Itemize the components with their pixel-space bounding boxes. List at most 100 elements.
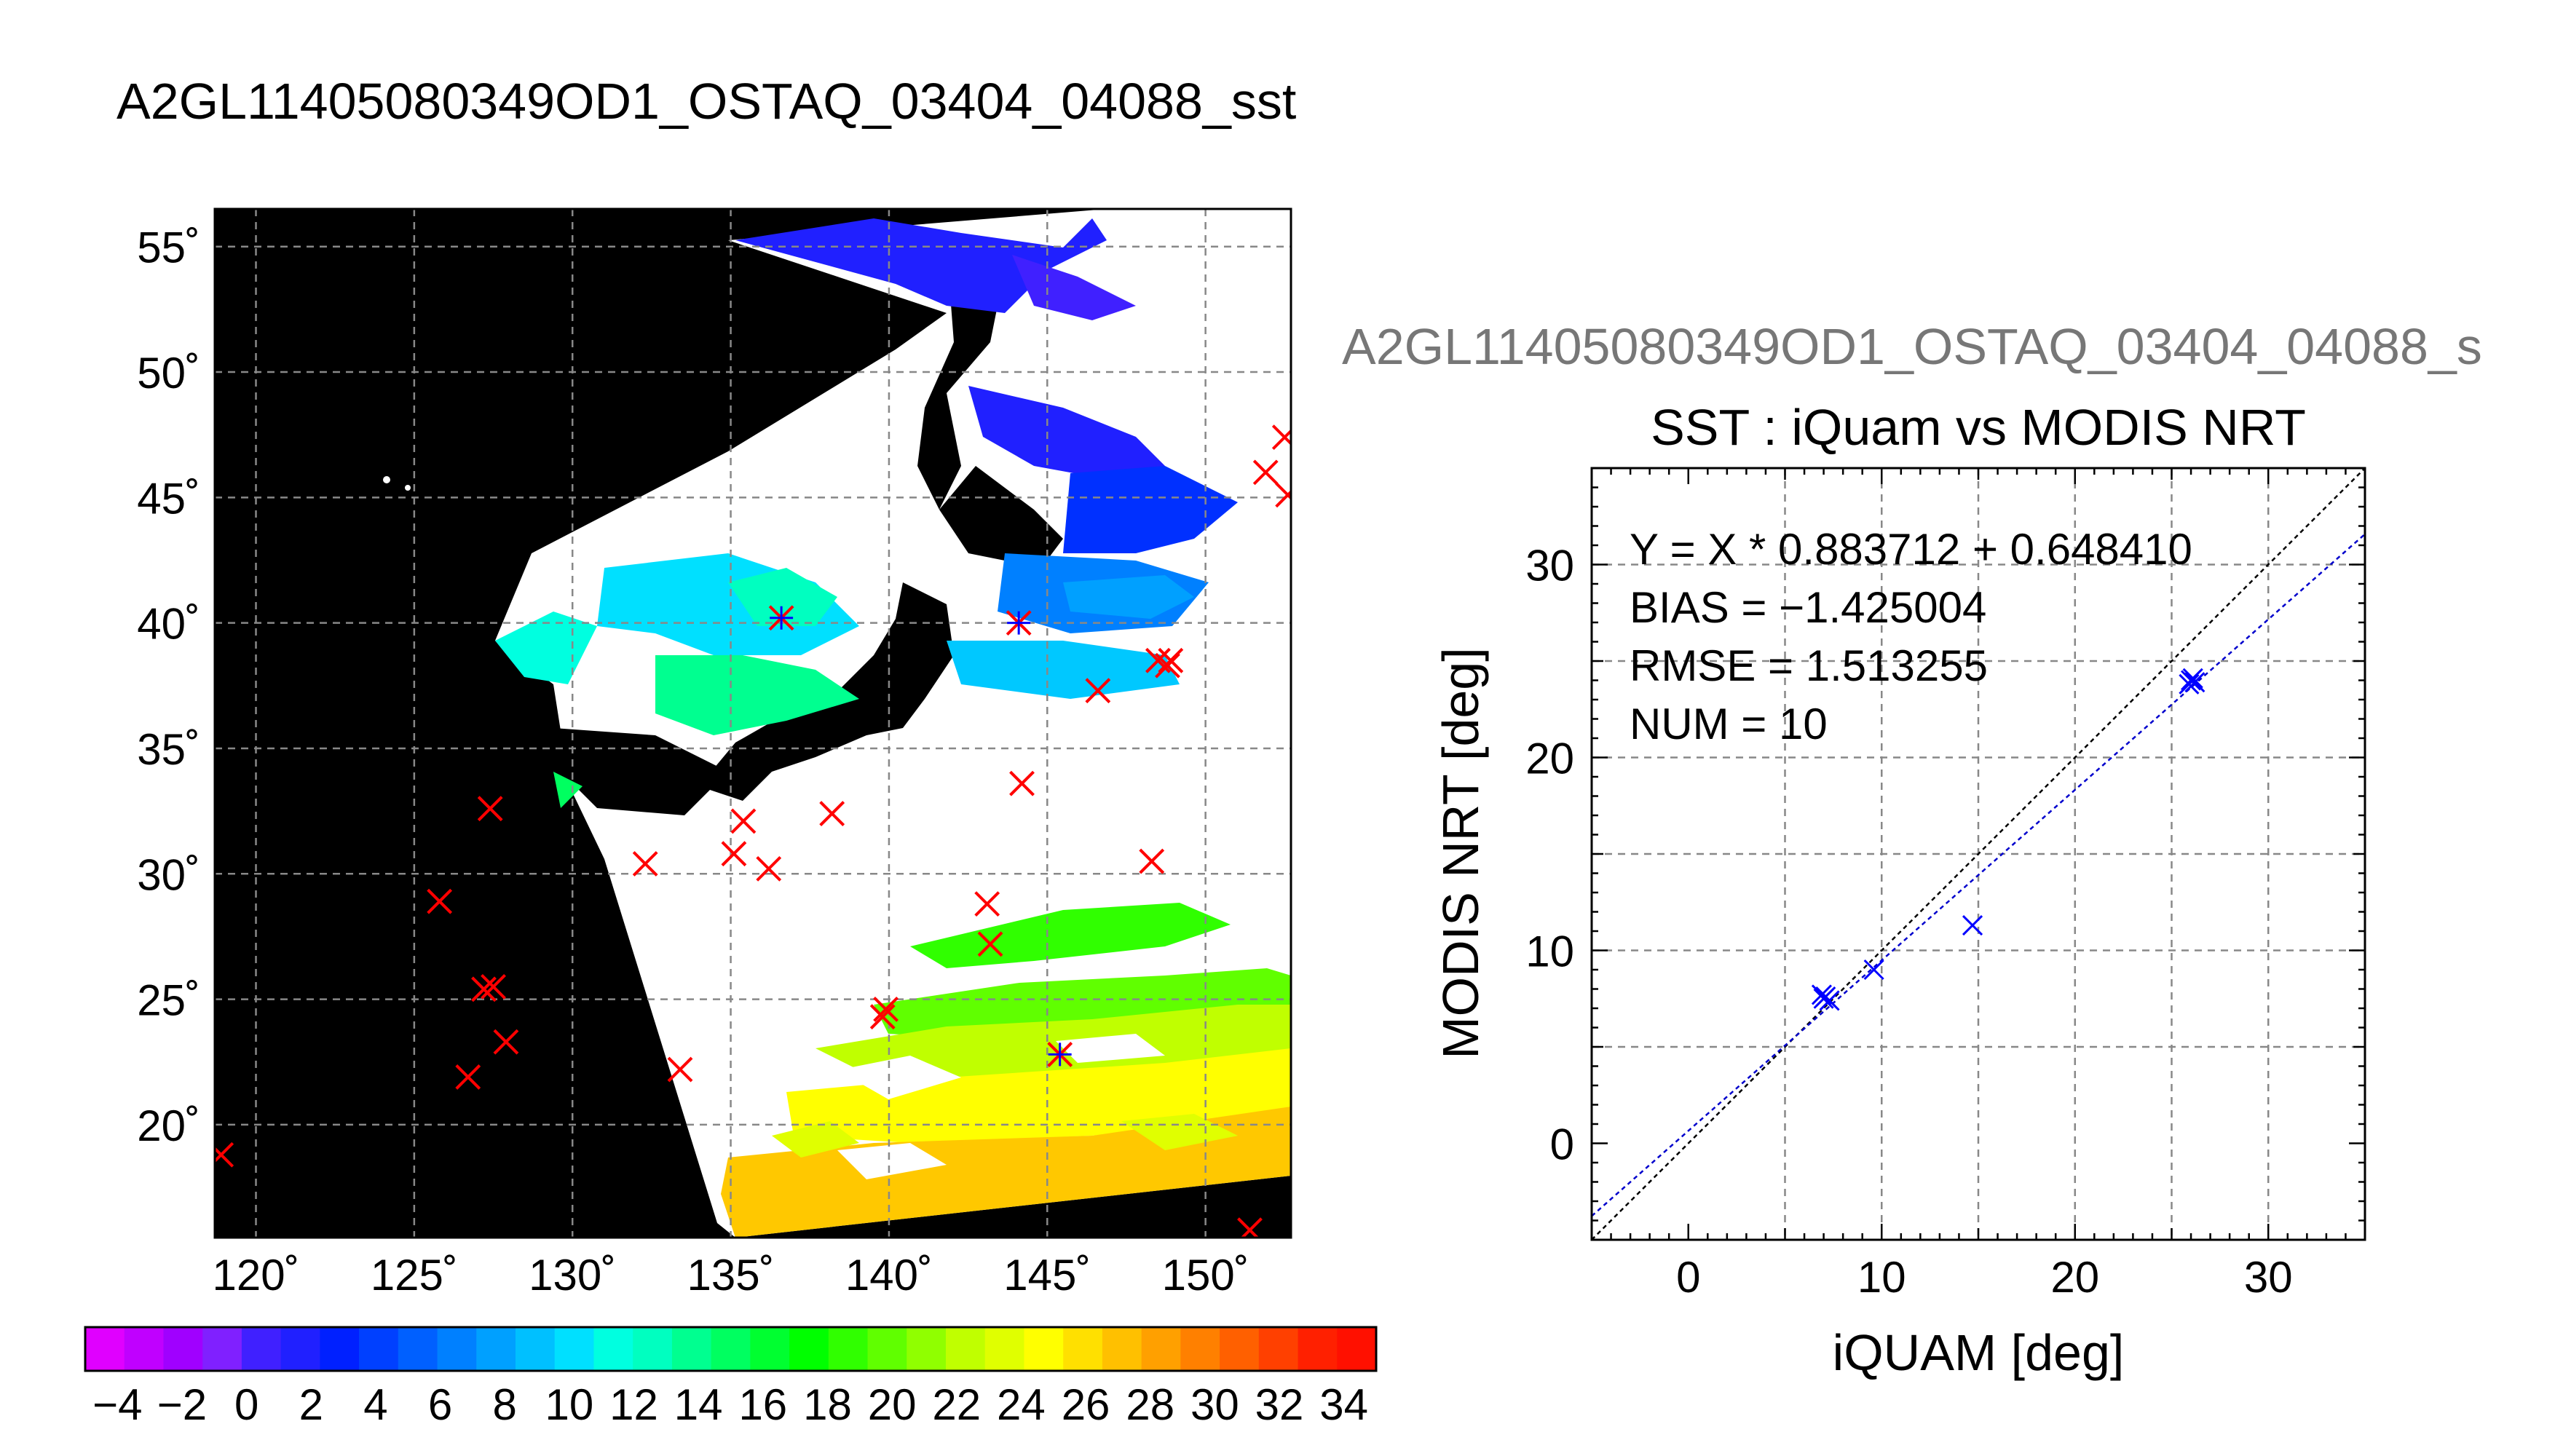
colorbar-label: 16 <box>738 1380 787 1429</box>
colorbar-swatch <box>1024 1327 1064 1371</box>
latitude-label: 20˚ <box>137 1101 200 1150</box>
buoy-marker <box>756 855 782 882</box>
sst-map: 55˚ 50˚ 45˚ 40˚ 35˚ 30˚ 25˚ 20˚ 120˚ 125˚ 130˚ 135… <box>137 207 1292 1299</box>
colorbar-swatch <box>984 1327 1025 1371</box>
buoy-marker <box>1271 424 1291 451</box>
x-axis-label: iQUAM [deg] <box>1833 1324 2125 1381</box>
chart-title: SST : iQuam vs MODIS NRT <box>1651 399 2306 456</box>
longitude-label: 130˚ <box>529 1251 616 1299</box>
colorbar-swatch <box>1102 1327 1142 1371</box>
buoy-marker <box>1252 459 1279 486</box>
buoy-marker <box>974 891 1000 917</box>
matched-buoy-marker <box>770 606 794 630</box>
colorbar-swatch <box>828 1327 869 1371</box>
colorbar-swatch <box>85 1327 125 1371</box>
colorbar-label: 18 <box>803 1380 852 1429</box>
buoy-marker <box>1158 647 1184 673</box>
colorbar-label: 2 <box>299 1380 323 1429</box>
colorbar-label: −4 <box>92 1380 142 1429</box>
colorbar-swatch <box>1220 1327 1260 1371</box>
colorbar-label: 12 <box>609 1380 658 1429</box>
buoy-marker <box>215 1142 234 1168</box>
y-tick-label: 0 <box>1550 1120 1574 1169</box>
buoy-marker <box>471 976 497 1002</box>
map-grid <box>215 209 1291 1238</box>
colorbar-label: 10 <box>545 1380 594 1429</box>
scatter-point <box>2184 672 2205 693</box>
buoy-markers <box>215 424 1291 1238</box>
colorbar-swatch <box>633 1327 673 1371</box>
latitude-label: 40˚ <box>137 600 200 649</box>
buoy-marker <box>427 888 453 914</box>
scatter-point <box>2182 668 2203 689</box>
colorbar-swatch <box>1063 1327 1103 1371</box>
buoy-marker <box>1237 1217 1263 1238</box>
longitude-label: 135˚ <box>687 1251 775 1299</box>
buoy-marker <box>632 851 658 877</box>
colorbar <box>84 1326 1378 1372</box>
buoy-marker <box>1139 848 1165 874</box>
colorbar-label: 22 <box>932 1380 981 1429</box>
scatter-plot: SST : iQuam vs MODIS NRT 0 10 20 30 0 10 20 30… <box>1432 399 2366 1381</box>
longitude-label: 145˚ <box>1003 1251 1091 1299</box>
regression-annotation: BIAS = −1.425004 <box>1630 583 1986 632</box>
scatter-point <box>2179 673 2200 695</box>
colorbar-swatch <box>1141 1327 1181 1371</box>
buoy-marker <box>481 973 506 1000</box>
x-tick-label: 10 <box>1857 1253 1906 1302</box>
colorbar-swatch <box>711 1327 751 1371</box>
scatter-panel-title: A2GL11405080349OD1_OSTAQ_03404_04088_s <box>1342 318 2482 375</box>
colorbar-label: −2 <box>157 1380 207 1429</box>
buoy-marker <box>493 1029 519 1055</box>
colorbar-swatch <box>1298 1327 1338 1371</box>
colorbar-label: 26 <box>1062 1380 1110 1429</box>
buoy-marker <box>1275 482 1291 508</box>
colorbar-swatch <box>867 1327 907 1371</box>
colorbar-swatch <box>789 1327 829 1371</box>
latitude-labels: 55˚ 50˚ 45˚ 40˚ 35˚ 30˚ 25˚ 20˚ <box>137 223 200 1150</box>
y-tick-labels: 0 10 20 30 <box>1525 542 1574 1169</box>
colorbar-swatch <box>320 1327 360 1371</box>
buoy-marker <box>869 1004 896 1030</box>
scatter-point <box>1863 959 1884 981</box>
colorbar-label: 24 <box>997 1380 1046 1429</box>
latitude-label: 30˚ <box>137 850 200 899</box>
colorbar-swatch <box>946 1327 986 1371</box>
scatter-point <box>1819 990 1840 1011</box>
colorbar-label: 32 <box>1255 1380 1304 1429</box>
scatter-ticks <box>1590 467 2366 1241</box>
regression-annotation: NUM = 10 <box>1630 700 1828 748</box>
latitude-label: 25˚ <box>137 976 200 1025</box>
buoy-marker <box>730 808 757 834</box>
longitude-label: 125˚ <box>371 1251 458 1299</box>
one-to-one-line <box>1592 468 2365 1240</box>
colorbar-frame <box>84 1326 1378 1372</box>
colorbar-swatch <box>163 1327 203 1371</box>
colorbar-swatch <box>516 1327 556 1371</box>
colorbar-swatch <box>750 1327 790 1371</box>
scatter-point <box>1962 914 1983 936</box>
colorbar-labels: −4 −2 0 2 4 6 8 10 12 14 16 18 20 22 24 26 28 30 32 34 <box>92 1380 1368 1429</box>
colorbar-swatch <box>1337 1327 1377 1371</box>
colorbar-swatch <box>437 1327 477 1371</box>
scatter-lines <box>1592 468 2365 1240</box>
colorbar-swatch <box>593 1327 633 1371</box>
colorbar-swatch <box>280 1327 320 1371</box>
sst-swath <box>383 209 1291 1238</box>
buoy-marker <box>721 841 747 867</box>
colorbar-label: 14 <box>674 1380 723 1429</box>
y-tick-label: 20 <box>1525 735 1574 783</box>
x-tick-label: 20 <box>2050 1253 2099 1302</box>
buoy-marker <box>873 996 899 1022</box>
matched-buoy-marker <box>1007 611 1031 635</box>
buoy-marker <box>819 801 845 826</box>
map-frame <box>213 207 1292 1239</box>
longitude-label: 140˚ <box>845 1251 933 1299</box>
y-tick-label: 10 <box>1525 927 1574 976</box>
scatter-point <box>1813 988 1834 1009</box>
y-tick-label: 30 <box>1525 542 1574 590</box>
latitude-label: 45˚ <box>137 474 200 523</box>
colorbar-label: 30 <box>1190 1380 1239 1429</box>
colorbar-label: 34 <box>1319 1380 1368 1429</box>
